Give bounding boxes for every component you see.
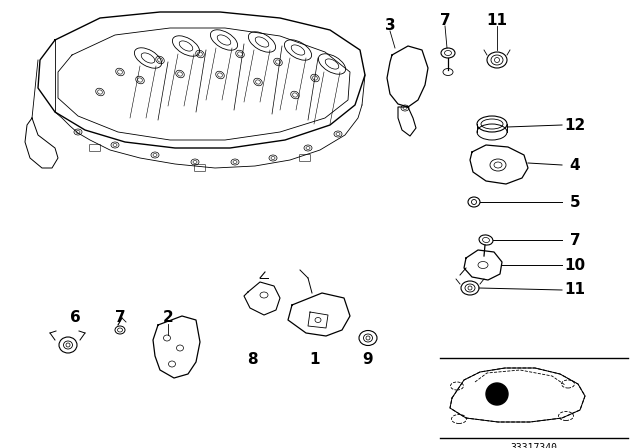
Text: 1: 1 <box>310 353 320 367</box>
Text: 5: 5 <box>570 194 580 210</box>
Text: 8: 8 <box>246 353 257 367</box>
Circle shape <box>486 383 508 405</box>
Text: 7: 7 <box>440 13 451 27</box>
Text: 3: 3 <box>385 17 396 33</box>
Text: 33317340: 33317340 <box>511 443 557 448</box>
Text: 6: 6 <box>70 310 81 326</box>
Text: 4: 4 <box>570 158 580 172</box>
Text: 12: 12 <box>564 117 586 133</box>
Text: 11: 11 <box>486 13 508 27</box>
Text: 2: 2 <box>163 310 173 326</box>
Text: 11: 11 <box>564 283 586 297</box>
Text: 7: 7 <box>115 310 125 326</box>
Text: 7: 7 <box>570 233 580 247</box>
Text: 10: 10 <box>564 258 586 272</box>
Text: 9: 9 <box>363 353 373 367</box>
